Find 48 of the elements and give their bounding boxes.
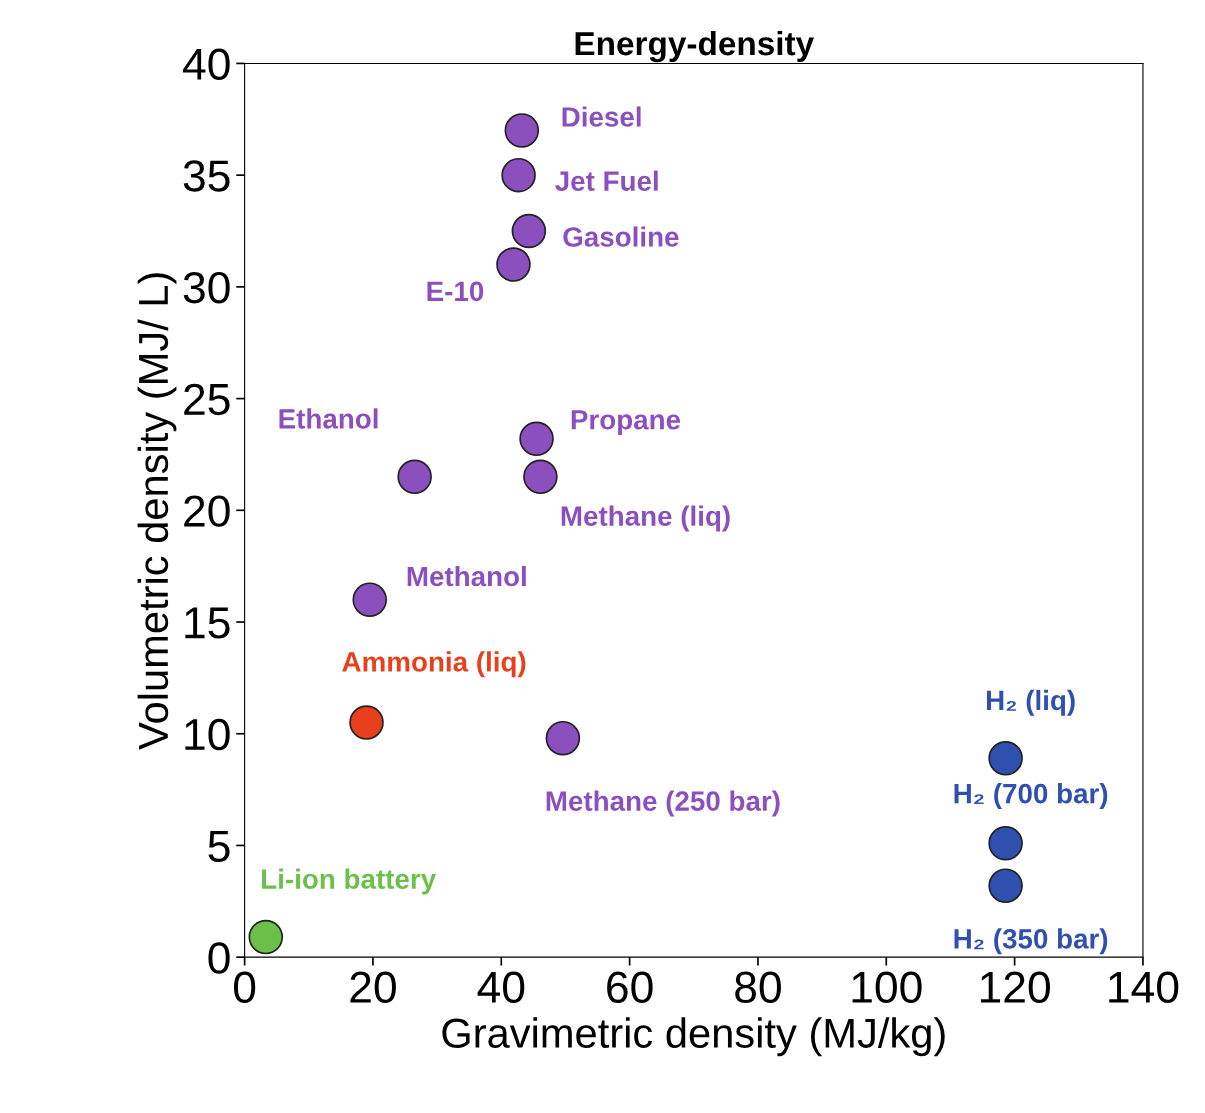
x-tick-label: 80 bbox=[735, 971, 781, 1004]
x-axis-title: Gravimetric density (MJ/kg) bbox=[442, 1017, 945, 1057]
series-label: Diesel bbox=[562, 106, 641, 127]
point bbox=[496, 247, 531, 282]
chart-title: Energy-density bbox=[575, 30, 815, 63]
point bbox=[349, 705, 384, 740]
point bbox=[523, 459, 558, 495]
point bbox=[352, 582, 388, 617]
x-tick-label: 140 bbox=[1109, 971, 1179, 1004]
y-tick-label: 15 bbox=[185, 607, 230, 639]
series-label: Propane bbox=[571, 410, 681, 436]
series-label: H₂ (350 bar) bbox=[954, 928, 1108, 955]
series-label: Methanol bbox=[407, 565, 526, 587]
series-label: H₂ (liq) bbox=[986, 689, 1075, 716]
series-label: Ammonia (liq) bbox=[342, 651, 526, 678]
y-tick-label: 20 bbox=[184, 495, 230, 527]
y-tick-label: 25 bbox=[184, 383, 230, 416]
x-tick-label: 20 bbox=[350, 971, 396, 1004]
point bbox=[504, 113, 540, 148]
x-tick-label: 60 bbox=[607, 971, 653, 1004]
point bbox=[397, 459, 432, 495]
point bbox=[519, 421, 554, 457]
y-tick-label: 5 bbox=[208, 830, 230, 862]
y-axis-title: Volumetric density (MJ/ L) bbox=[137, 273, 177, 750]
x-tick-label: 100 bbox=[852, 971, 922, 1004]
point bbox=[988, 741, 1023, 776]
y-tick-label: 40 bbox=[183, 48, 230, 80]
y-tick-label: 35 bbox=[183, 160, 230, 192]
point bbox=[248, 919, 284, 955]
series-label: E-10 bbox=[427, 281, 484, 302]
y-tick-label: 10 bbox=[185, 718, 230, 751]
point bbox=[988, 868, 1023, 903]
series-label: Methane (liq) bbox=[561, 505, 730, 532]
series-label: Ethanol bbox=[279, 408, 378, 429]
x-tick-label: 40 bbox=[477, 971, 525, 1004]
x-tick-label: 0 bbox=[233, 971, 256, 1004]
series-label: Jet Fuel bbox=[555, 170, 658, 191]
series-label: Li-ion battery bbox=[262, 868, 437, 895]
point bbox=[545, 720, 581, 756]
y-tick-label: 30 bbox=[183, 271, 230, 304]
series-label: H₂ (700 bar) bbox=[954, 783, 1108, 809]
series-label: Gasoline bbox=[563, 226, 679, 247]
point bbox=[988, 825, 1023, 861]
y-tick-label: 0 bbox=[208, 942, 230, 974]
series-label: Methane (250 bar) bbox=[546, 790, 780, 817]
point bbox=[511, 213, 547, 249]
point bbox=[501, 157, 536, 193]
x-tick-label: 120 bbox=[980, 971, 1050, 1004]
